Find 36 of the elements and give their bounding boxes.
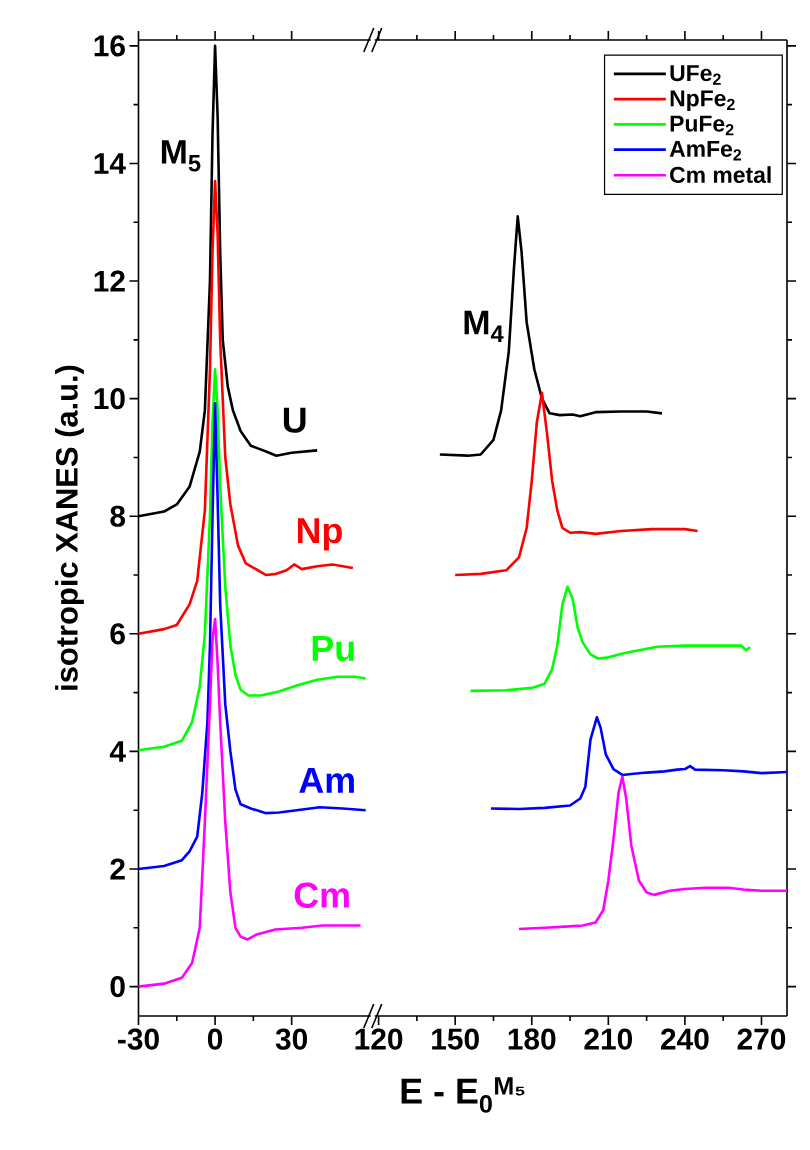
- y-tick-label: 10: [94, 388, 125, 410]
- x-tick-label: 270: [737, 1028, 786, 1050]
- annotation: M$_{4}$: [464, 310, 504, 342]
- legend-label: NpFe$_{2}$: [670, 90, 735, 111]
- y-tick-label: 8: [110, 505, 126, 527]
- legend-label: Cm metal: [670, 166, 771, 184]
- x-axis-title: E - E$_{0}$M₅: [401, 1077, 525, 1113]
- x-tick-label: 240: [661, 1028, 709, 1050]
- y-tick-label: 4: [109, 741, 126, 762]
- y-tick-label: 16: [94, 35, 125, 57]
- y-tick-label: 12: [94, 270, 125, 292]
- y-tick-label: 14: [94, 153, 126, 174]
- series-label: Np: [297, 518, 342, 551]
- series-label: U: [283, 407, 306, 433]
- annotation: M$_{5}$: [161, 140, 201, 172]
- y-tick-label: 6: [110, 623, 125, 645]
- series-label: Pu: [312, 635, 354, 661]
- line-series: [137, 367, 367, 752]
- line-series: [137, 179, 355, 636]
- x-tick-label: 30: [275, 1028, 308, 1050]
- y-axis-title: isotropic XANES (a.u.): [55, 365, 84, 690]
- legend-label: UFe$_{2}$: [670, 65, 721, 85]
- y-tick-label: 2: [110, 858, 125, 880]
- x-tick-label: -30: [118, 1028, 159, 1050]
- y-tick-label: 0: [110, 976, 125, 998]
- x-tick-label: 180: [508, 1028, 556, 1050]
- legend-label: PuFe$_{2}$: [670, 115, 734, 136]
- line-series: [137, 402, 367, 871]
- series-label: Cm: [294, 882, 349, 908]
- x-tick-label: 210: [584, 1028, 633, 1050]
- x-tick-label: 150: [432, 1028, 479, 1050]
- x-tick-label: 120: [355, 1028, 403, 1050]
- legend-label: AmFe$_{2}$: [669, 140, 742, 161]
- series-label: Am: [299, 768, 354, 793]
- line-series: [137, 617, 362, 988]
- x-tick-label: 0: [207, 1028, 223, 1050]
